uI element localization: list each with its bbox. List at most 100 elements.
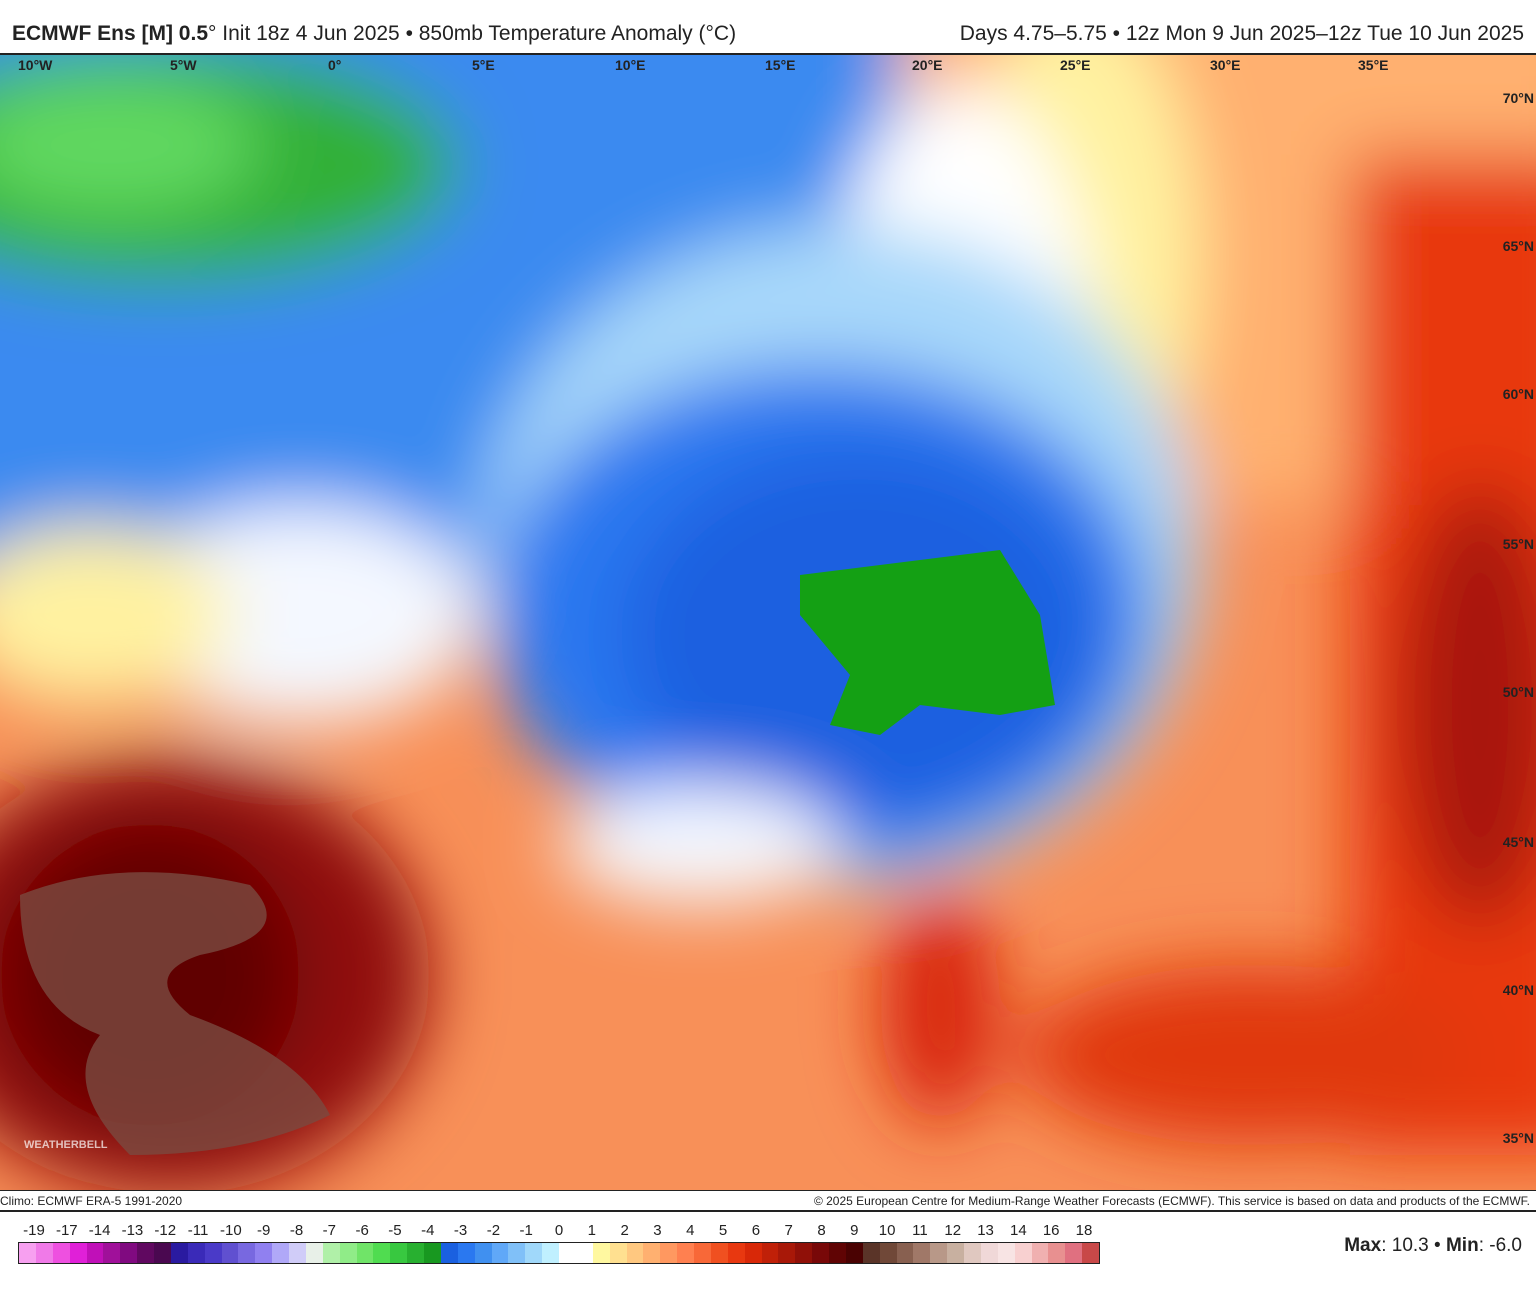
lon-label: 10°E	[615, 57, 646, 73]
colorbar-swatch	[457, 1243, 475, 1263]
colorbar-tick: -14	[88, 1222, 111, 1239]
colorbar-swatch	[761, 1243, 779, 1263]
min-value: -6.0	[1489, 1235, 1522, 1256]
colorbar-tick: 0	[554, 1222, 564, 1239]
colorbar-swatch	[154, 1243, 171, 1263]
colorbar-swatch	[1031, 1243, 1049, 1263]
model-name: ECMWF Ens [M] 0.5	[12, 22, 209, 45]
colorbar-swatch	[710, 1243, 728, 1263]
lat-label: 40°N	[1502, 982, 1534, 998]
lat-label: 50°N	[1502, 684, 1534, 700]
colorbar-tick: -6	[355, 1222, 369, 1239]
colorbar-swatch	[542, 1243, 559, 1263]
colorbar-swatch	[407, 1243, 424, 1263]
colorbar-swatch	[694, 1243, 711, 1263]
colorbar-swatch	[795, 1243, 813, 1263]
lat-label: 45°N	[1502, 834, 1534, 850]
colorbar-swatch	[980, 1243, 998, 1263]
colorbar-swatch	[862, 1243, 880, 1263]
lon-label: 15°E	[765, 57, 796, 73]
cold-anomaly-region	[800, 550, 1055, 735]
colorbar-swatch	[1014, 1243, 1032, 1263]
colorbar-swatch	[964, 1243, 981, 1263]
lon-label: 5°E	[472, 57, 495, 73]
colorbar-swatch	[879, 1243, 897, 1263]
colorbar-swatch	[812, 1243, 829, 1263]
lon-label: 10°W	[18, 57, 53, 73]
lat-label: 60°N	[1502, 386, 1534, 402]
lon-label: 25°E	[1060, 57, 1091, 73]
colorbar-tick: -19	[23, 1222, 45, 1239]
colorbar-swatch	[255, 1243, 273, 1263]
min-label: Min	[1445, 1235, 1479, 1256]
colorbar-swatch	[1082, 1243, 1099, 1263]
lat-label: 65°N	[1502, 238, 1534, 254]
colorbar-tick: 6	[751, 1222, 761, 1239]
lon-label: 5°W	[170, 57, 197, 73]
colorbar-swatch	[289, 1243, 306, 1263]
colorbar-tick: -8	[289, 1222, 304, 1239]
lon-label: 0°	[328, 57, 342, 73]
temperature-anomaly-map: 10°W 5°W 0° 5°E 10°E 15°E 20°E 25°E 30°E…	[0, 55, 1536, 1190]
colorbar-swatch	[930, 1243, 948, 1263]
colorbar-swatch	[778, 1243, 796, 1263]
colorbar-swatch	[559, 1243, 576, 1263]
colorbar-swatch	[626, 1243, 644, 1263]
colorbar-swatch	[373, 1243, 391, 1263]
colorbar-tick: 10	[878, 1222, 896, 1239]
colorbar-swatch	[103, 1243, 121, 1263]
watermark-logo: WEATHERBELL	[24, 1139, 108, 1151]
colorbar-swatch	[491, 1243, 509, 1263]
colorbar-tick: -2	[486, 1222, 501, 1239]
colorbar-swatch	[187, 1243, 205, 1263]
colorbar-swatch	[508, 1243, 526, 1263]
colorbar-swatch	[339, 1243, 357, 1263]
colorbar-swatch	[913, 1243, 931, 1263]
colorbar-swatch	[238, 1243, 256, 1263]
climo-text: Climo: ECMWF ERA-5 1991-2020	[0, 1194, 183, 1208]
colorbar-swatch	[221, 1243, 239, 1263]
colorbar-tick: -5	[388, 1222, 402, 1239]
colorbar-tick: -12	[154, 1222, 177, 1239]
valid-time: Days 4.75–5.75 • 12z Mon 9 Jun 2025–12z …	[959, 22, 1524, 45]
colorbar-swatch	[947, 1243, 964, 1263]
colorbar-swatch	[170, 1243, 188, 1263]
colorbar-tick: -3	[453, 1222, 468, 1239]
lon-label: 20°E	[912, 57, 943, 73]
colorbar-ticks: -19 -17 -14 -13 -12 -11 -10 -9 -8 -7 -6 -5 -4 -3 -2 -1 0…	[18, 1222, 1100, 1240]
colorbar-swatch	[390, 1243, 408, 1263]
degree-sign: °	[208, 22, 217, 45]
colorbar-tick: -9	[257, 1222, 271, 1239]
colorbar-swatch	[137, 1243, 154, 1263]
colorbar-swatch	[120, 1243, 138, 1263]
colorbar-swatch	[52, 1243, 70, 1263]
colorbar-swatch	[440, 1243, 458, 1263]
colorbar	[18, 1242, 1100, 1264]
colorbar-tick: 18	[1075, 1222, 1093, 1239]
colorbar-swatch	[896, 1243, 914, 1263]
colorbar-tick: -13	[121, 1222, 144, 1239]
lon-label: 35°E	[1358, 57, 1389, 73]
colorbar-tick: 12	[944, 1222, 962, 1239]
colorbar-tick: 2	[620, 1222, 629, 1239]
colorbar-swatch	[660, 1243, 678, 1263]
colorbar-tick: -11	[187, 1222, 209, 1239]
colorbar-swatch	[424, 1243, 441, 1263]
lat-label: 55°N	[1502, 536, 1534, 552]
colorbar-swatch	[677, 1243, 694, 1263]
colorbar-swatch	[305, 1243, 323, 1263]
colorbar-swatch	[1048, 1243, 1066, 1263]
colorbar-swatch	[19, 1243, 36, 1263]
lat-label: 70°N	[1502, 90, 1534, 106]
colorbar-swatch	[592, 1243, 610, 1263]
colorbar-tick: 5	[718, 1222, 728, 1239]
colorbar-tick: 13	[977, 1222, 994, 1239]
colorbar-tick: -10	[220, 1222, 242, 1239]
max-label: Max	[1344, 1235, 1382, 1256]
colorbar-swatch	[35, 1243, 53, 1263]
colorbar-tick: 7	[784, 1222, 793, 1239]
colorbar-tick: -1	[519, 1222, 533, 1239]
warm-anomaly-region	[20, 872, 330, 1155]
anomaly-field	[0, 55, 1536, 1190]
colorbar-tick: -7	[322, 1222, 336, 1239]
